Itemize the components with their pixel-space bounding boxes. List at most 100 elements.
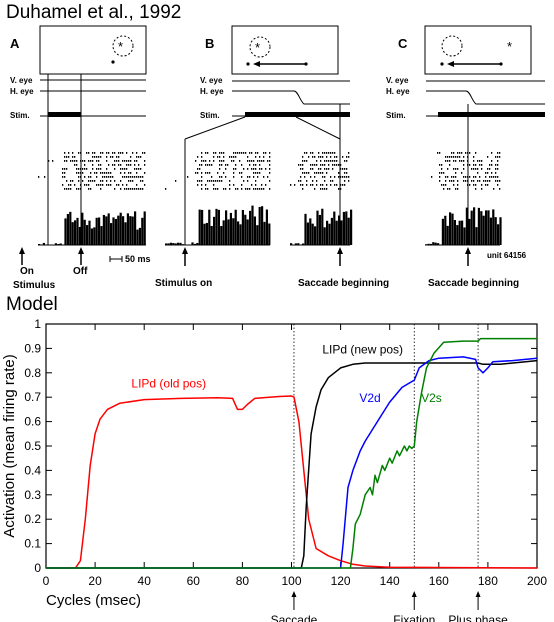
raster-tick [326,188,328,190]
raster-tick [451,152,453,154]
raster-tick [110,172,112,174]
panel-c-screen [424,25,532,75]
raster-tick [451,156,453,158]
raster-tick [239,152,241,154]
histogram-bin [42,242,45,245]
raster-tick [233,160,235,162]
raster-tick [126,168,128,170]
histogram-bin [215,208,218,245]
raster-tick [495,176,497,178]
raster-tick [330,180,332,182]
raster-tick [465,180,467,182]
histogram-bin [437,243,440,245]
raster-tick [90,176,92,178]
histogram-bin [446,225,449,245]
raster-tick [326,160,328,162]
raster-tick [241,184,243,186]
raster-tick [118,184,120,186]
histogram-bin [249,210,252,245]
raster-tick [213,184,215,186]
raster-tick [300,164,302,166]
histogram-bin [463,227,466,245]
raster-tick [211,180,213,182]
raster-tick [328,152,330,154]
raster-tick [134,176,136,178]
raster-tick [100,188,102,190]
raster-tick [229,188,231,190]
histogram-bin [444,215,447,245]
raster-tick [259,168,261,170]
raster-tick [463,168,465,170]
raster-tick [455,188,457,190]
panel-c-fixation-dot-left [440,62,444,66]
raster-tick [175,180,177,182]
raster-tick [439,180,441,182]
histogram-bin [117,215,120,245]
histogram-bin [330,217,333,245]
raster-tick [265,184,267,186]
histogram-bin [181,244,184,245]
raster-tick [326,156,328,158]
panel-a-histogram [38,211,146,246]
histogram-bin [203,223,206,245]
raster-tick [497,152,499,154]
raster-tick [304,176,306,178]
raster-tick [209,164,211,166]
raster-tick [269,152,271,154]
raster-tick [66,180,68,182]
panel-b-onset-arrowhead [182,247,188,254]
panel-c-veye-label: V. eye [386,76,409,85]
raster-tick [449,188,451,190]
raster-tick [263,176,265,178]
panel-b-histogram-left [165,205,271,246]
raster-tick [207,188,209,190]
raster-tick [255,188,257,190]
raster-tick [249,164,251,166]
histogram-bin [38,243,41,245]
raster-tick [82,160,84,162]
panel-c-stim-on-bar [438,112,545,117]
event-label: Saccade [271,613,318,622]
raster-tick [445,180,447,182]
y-tick-label: 0 [34,561,41,575]
panel-b-stimulus-star: * [255,40,260,55]
raster-tick [112,176,114,178]
raster-tick [235,188,237,190]
raster-tick [247,188,249,190]
raster-tick [90,180,92,182]
histogram-bin [480,211,483,245]
raster-tick [312,180,314,182]
raster-tick [136,172,138,174]
raster-tick [269,188,271,190]
raster-tick [102,184,104,186]
raster-tick [481,164,483,166]
raster-tick [80,172,82,174]
raster-tick [346,168,348,170]
model-activation-chart: Saccade Fixation Plus phase 0 20 40 60 80 100 12… [1,317,547,622]
raster-tick [445,156,447,158]
raster-tick [110,156,112,158]
raster-tick [477,168,479,170]
histogram-bin [210,225,213,245]
raster-tick [233,156,235,158]
histogram-bin [425,244,428,245]
panel-a-screen [39,25,147,75]
raster-tick [80,160,82,162]
raster-tick [259,188,261,190]
raster-tick [245,152,247,154]
histogram-bin [261,206,264,245]
raster-tick [233,172,235,174]
panel-b-screen [231,25,339,75]
raster-tick [312,156,314,158]
x-tick-label: 40 [138,574,152,588]
panel-b-zoom-line-left [184,116,246,140]
histogram-bin [220,226,223,245]
raster-tick [324,152,326,154]
raster-tick [497,156,499,158]
raster-tick [471,180,473,182]
raster-tick [340,164,342,166]
histogram-bin [222,220,225,245]
histogram-bin [126,213,129,245]
raster-tick [491,176,493,178]
raster-tick [235,152,237,154]
